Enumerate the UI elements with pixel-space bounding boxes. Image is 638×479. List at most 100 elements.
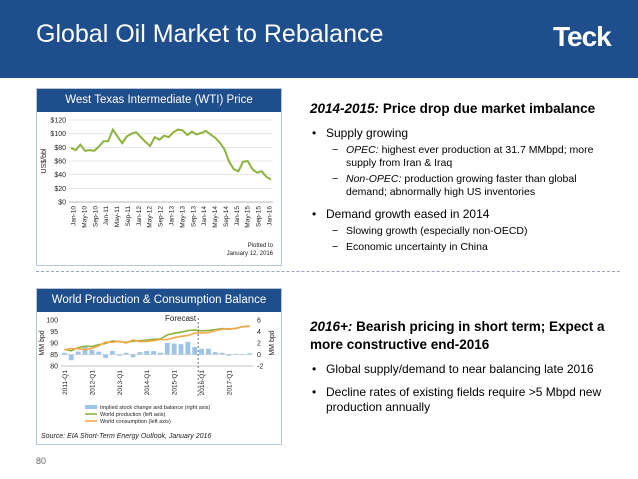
y-right-tick-label: 6 [257,318,261,325]
x-tick-label: May-15 [245,206,252,228]
wti-chart-panel: West Texas Intermediate (WTI) Price $0 $2… [36,88,282,266]
bullet-decline-rates: Decline rates of existing fields require… [310,385,620,415]
y-tick-label: $100 [50,131,66,138]
heading-lead: 2016+: [310,319,353,334]
x-tick-label: Sep-15 [256,206,263,227]
balance-bar [192,347,198,355]
bullet-supply: Supply growing OPEC: highest ever produc… [310,126,620,199]
heading-lead: 2014-2015: [310,101,380,116]
teck-logo: Teck [553,21,612,52]
x-tick-label: Sep-11 [125,206,132,227]
balance-bar [226,354,232,356]
x-tick-label: 2013-Q1 [117,370,124,396]
x-tick-label: May-13 [179,206,186,228]
consumption-line [64,325,250,351]
y-tick-label: 95 [50,329,58,336]
balance-bar [158,352,163,355]
balance-bar [171,343,177,355]
sub-bullet-china: Economic uncertainty in China [326,241,620,254]
balance-bar [212,352,218,355]
y-right-tick-label: 0 [257,352,261,359]
x-tick-label: 2017-Q1 [227,370,234,396]
x-tick-label: May-10 [81,206,88,228]
balance-bar [137,352,143,355]
x-tick-label: 2015-Q1 [172,370,179,396]
right-text-bottom: 2016+: Bearish pricing in short term; Ex… [310,318,620,423]
y-tick-label: 100 [46,318,58,325]
x-tick-label: Sep-13 [190,206,197,227]
balance-bar [151,351,156,355]
x-tick-label: May-11 [114,206,121,228]
balance-bar [178,344,184,355]
x-tick-label: Sep-12 [158,206,165,227]
balance-bar [68,354,74,361]
balance-bar [110,351,115,355]
balance-bar [206,348,211,355]
right-text-top: 2014-2015: Price drop due market imbalan… [310,100,620,262]
x-tick-label: Jan-12 [136,206,143,226]
heading-rest: Price drop due market imbalance [379,101,596,116]
balance-bar [164,343,170,355]
balance-bar [247,353,252,355]
balance-bar [96,351,102,355]
y-tick-label: $20 [54,186,66,193]
balance-bar [130,354,136,358]
source-note: Source: EIA Short-Term Energy Outlook, J… [41,433,211,440]
balance-bar [240,354,246,356]
x-tick-label: Jan-10 [71,206,78,226]
y-tick-label: $80 [54,145,66,152]
balance-bar [75,351,81,355]
x-tick-label: Jan-13 [169,206,176,226]
balance-bar [233,353,239,355]
y-tick-label: 90 [50,341,58,348]
y-right-tick-label: 2 [257,341,261,348]
y-tick-label: $40 [54,172,66,179]
y-tick-label: 85 [50,352,58,359]
x-tick-label: May-14 [212,206,219,228]
x-tick-label: 2016-Q1 [199,370,206,396]
balance-bar [219,352,225,355]
x-tick-label: May-12 [147,206,154,228]
balance-chart-panel: World Production & Consumption Balance 8… [36,288,282,445]
wti-chart-title: West Texas Intermediate (WTI) Price [37,89,281,112]
balance-chart: 80 85 90 95 100 -2 0 2 4 6 MM bpd MM bpd Forecast 201… [39,314,276,440]
page-number: 80 [36,456,47,466]
sub-bullet-non-opec: Non-OPEC: production growing faster than… [326,173,620,199]
x-tick-label: Sep-14 [223,206,230,227]
header-bar: Global Oil Market to Rebalance Teck [0,0,638,78]
balance-bar [103,354,108,358]
wti-price-line [70,127,272,181]
x-tick-label: Jan-11 [103,206,110,226]
balance-bar [185,341,191,355]
balance-bar [144,351,150,355]
plot-note-line-2: January 12, 2016 [227,251,274,257]
y-axis-label: MM bpd [39,330,46,355]
x-tick-label: 2012-Q1 [89,370,96,396]
page-title: Global Oil Market to Rebalance [36,20,384,48]
x-tick-label: 2011-Q1 [62,370,69,395]
x-tick-label: Jan-14 [201,206,208,226]
balance-bar [199,348,204,355]
section-heading-2014: 2014-2015: Price drop due market imbalan… [310,100,620,118]
balance-bar [89,349,95,355]
x-tick-label: 2014-Q1 [144,370,151,396]
y-tick-label: 80 [50,364,58,371]
balance-bar [116,354,122,356]
legend-swatch-bar [85,405,97,409]
y-right-tick-label: -2 [257,364,263,371]
x-tick-label: Jan-15 [234,206,241,226]
bullet-balancing: Global supply/demand to near balancing l… [310,362,620,377]
forecast-label: Forecast [165,314,197,323]
balance-bar [62,352,67,355]
balance-chart-title: World Production & Consumption Balance [37,289,281,312]
y-tick-label: $0 [58,200,66,207]
y-right-axis-label: MM bpd [269,330,276,355]
y-axis-label: US$/bbl [41,148,48,173]
y-tick-label: $120 [50,118,66,125]
sub-bullet-opec: OPEC: highest ever production at 31.7 MM… [326,144,620,170]
bullet-demand: Demand growth eased in 2014 Slowing grow… [310,207,620,254]
x-tick-label: Sep-10 [92,206,99,227]
sub-bullet-slowing: Slowing growth (especially non-OECD) [326,225,620,238]
heading-rest: Bearish pricing in short term; Expect a … [310,319,605,352]
